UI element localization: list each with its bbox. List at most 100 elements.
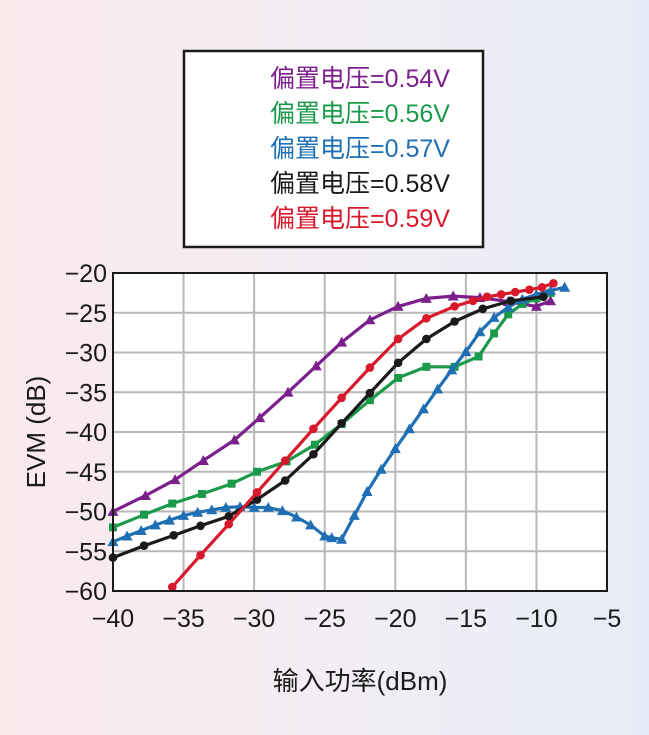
y-tick-label: −60 — [65, 578, 107, 606]
data-point — [224, 519, 234, 529]
data-point — [432, 383, 444, 394]
data-point — [252, 495, 262, 504]
data-point — [224, 511, 234, 521]
y-tick-label: −45 — [65, 459, 107, 487]
data-point — [539, 292, 548, 302]
data-point — [196, 550, 205, 560]
data-point — [326, 532, 338, 543]
legend-item-1: 偏置电压=0.56V — [270, 100, 450, 128]
data-point — [178, 509, 190, 520]
x-tick-label: −5 — [593, 605, 622, 633]
data-point — [192, 506, 204, 517]
data-point — [496, 290, 506, 299]
data-point — [254, 412, 266, 423]
data-point — [504, 310, 513, 319]
data-point — [403, 423, 415, 434]
x-tick-label: −35 — [162, 605, 204, 633]
data-point — [530, 300, 542, 311]
data-point — [168, 499, 177, 508]
plot-area — [107, 272, 608, 592]
data-point — [336, 336, 348, 347]
data-point — [502, 301, 514, 312]
data-point — [121, 530, 133, 541]
data-point — [163, 514, 175, 525]
data-point — [375, 463, 387, 474]
data-point — [361, 486, 373, 497]
data-point — [167, 582, 177, 592]
legend-box — [182, 49, 485, 249]
x-tick-label: −10 — [515, 605, 557, 633]
x-tick-label: −30 — [233, 605, 275, 633]
data-point — [196, 521, 205, 531]
series-3 — [108, 292, 548, 562]
x-axis-label: 输入功率(dBm) — [273, 666, 448, 696]
data-point — [206, 504, 218, 515]
y-tick-label: −35 — [65, 379, 107, 407]
data-point — [337, 393, 346, 403]
x-tick-label: −25 — [304, 605, 346, 633]
data-point — [392, 300, 404, 311]
data-point — [393, 334, 403, 344]
data-point — [305, 519, 317, 530]
data-point — [336, 533, 348, 544]
data-point — [422, 362, 431, 371]
data-point — [450, 317, 459, 326]
data-point — [365, 363, 375, 372]
data-point — [290, 511, 302, 522]
data-point — [460, 346, 472, 357]
data-point — [227, 479, 236, 488]
series-line-3 — [111, 295, 546, 560]
data-point — [252, 467, 261, 476]
data-point — [393, 358, 403, 368]
tick-labels: −40 −35 −30 −25 −20 −15 −10 −5 −60 −55 −50 −45 −40 −3… — [65, 260, 622, 633]
data-point — [490, 329, 499, 338]
data-point — [468, 296, 478, 306]
series-line-2 — [111, 285, 567, 544]
data-point — [418, 403, 430, 414]
data-point — [365, 396, 374, 405]
y-axis-label: EVM (dB) — [21, 376, 51, 489]
x-tick-label: −40 — [92, 605, 134, 633]
data-point — [282, 386, 294, 397]
data-point — [525, 285, 534, 294]
data-point — [549, 279, 558, 288]
data-point — [365, 388, 375, 398]
legend-item-4: 偏置电压=0.59V — [270, 205, 450, 233]
data-point — [450, 302, 459, 311]
data-point — [447, 290, 459, 301]
data-point — [197, 455, 209, 466]
y-tick-label: −55 — [65, 538, 107, 566]
data-point — [422, 334, 431, 344]
data-point — [276, 505, 288, 516]
data-point — [169, 474, 181, 485]
data-point — [537, 283, 547, 292]
data-point — [135, 525, 147, 535]
data-point — [478, 304, 488, 314]
data-point — [420, 292, 432, 303]
data-point — [488, 312, 500, 322]
legend: 偏置电压=0.54V 偏置电压=0.56V 偏置电压=0.57V 偏置电压=0.… — [182, 49, 485, 249]
data-point — [197, 490, 206, 499]
data-point — [545, 284, 557, 295]
data-point — [309, 424, 318, 434]
data-point — [422, 314, 431, 323]
data-point — [309, 449, 318, 459]
data-point — [280, 456, 290, 465]
data-point — [348, 509, 360, 520]
data-point — [389, 443, 401, 454]
data-point — [228, 434, 240, 445]
data-point — [474, 352, 483, 361]
data-point — [169, 531, 178, 540]
data-point — [510, 287, 520, 297]
y-tick-label: −40 — [65, 419, 107, 447]
data-point — [482, 292, 492, 302]
data-point — [364, 314, 376, 325]
series — [107, 279, 571, 592]
legend-item-2: 偏置电压=0.57V — [270, 135, 450, 163]
y-tick-label: −30 — [65, 340, 107, 368]
data-point — [474, 326, 486, 337]
x-tick-label: −15 — [445, 605, 487, 633]
legend-item-0: 偏置电压=0.54V — [270, 65, 450, 93]
x-tick-label: −20 — [374, 605, 416, 633]
